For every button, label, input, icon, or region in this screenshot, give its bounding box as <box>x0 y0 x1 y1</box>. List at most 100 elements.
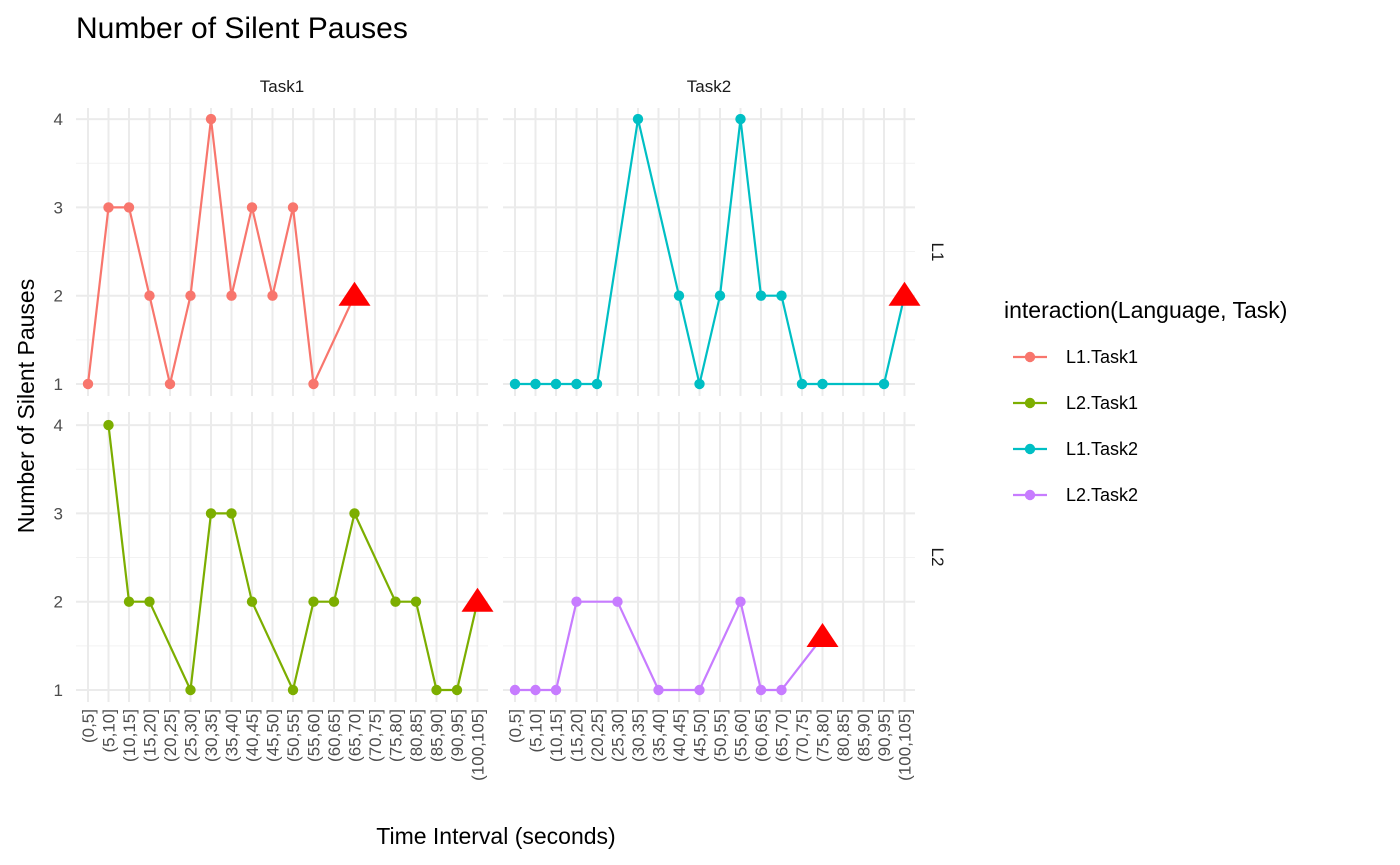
data-point <box>550 378 562 390</box>
x-tick-label: (55,60] <box>305 709 324 762</box>
x-tick-label: (90,95] <box>875 709 894 762</box>
data-point <box>571 596 582 607</box>
data-point <box>287 684 299 696</box>
legend-entry-L2.Task1: L2.Task1 <box>1013 393 1138 413</box>
data-point <box>509 684 521 696</box>
data-point <box>451 684 463 696</box>
x-tick-label: (20,25] <box>588 709 607 762</box>
data-point <box>226 508 237 519</box>
data-point <box>878 378 890 390</box>
facet-strip-L1: L1 <box>928 243 947 262</box>
x-tick-label: (65,70] <box>346 709 365 762</box>
legend-key-point <box>1024 443 1036 455</box>
data-point <box>349 508 360 519</box>
series-L2.Task1 <box>103 419 494 696</box>
facet-strip-Task1: Task1 <box>260 77 304 96</box>
data-point <box>735 113 746 125</box>
x-tick-label: (45,50] <box>264 709 283 762</box>
legend-title: interaction(Language, Task) <box>1004 297 1287 323</box>
data-point <box>431 684 442 696</box>
x-tick-label: (50,55] <box>284 709 303 762</box>
x-tick-label: (100,105] <box>469 709 488 781</box>
data-point <box>632 113 644 125</box>
y-tick-label: 1 <box>54 681 63 700</box>
data-point <box>591 378 603 390</box>
data-point <box>287 202 299 213</box>
y-tick-label: 1 <box>54 375 63 394</box>
data-point <box>530 378 541 390</box>
panel-L1-Task2 <box>503 108 915 396</box>
series-line <box>515 118 906 386</box>
series-L2.Task2 <box>509 596 839 696</box>
data-point <box>185 684 196 696</box>
data-point <box>776 684 787 696</box>
x-tick-label: (80,85] <box>834 709 853 762</box>
data-point <box>82 378 94 390</box>
x-tick-label: (75,80] <box>814 709 833 762</box>
x-axis-title: Time Interval (seconds) <box>376 823 615 849</box>
data-point <box>653 684 664 696</box>
data-point <box>694 378 705 390</box>
x-tick-label: (10,15] <box>120 709 139 762</box>
x-tick-label: (25,30] <box>609 709 628 762</box>
data-point <box>328 596 340 607</box>
x-tick-label: (35,40] <box>650 709 669 762</box>
x-tick-label: (90,95] <box>448 709 467 762</box>
x-tick-label: (45,50] <box>691 709 710 762</box>
legend-label: L2.Task1 <box>1066 393 1138 413</box>
legend-key-point <box>1024 351 1036 363</box>
y-tick-label: 3 <box>54 504 63 523</box>
data-point <box>673 290 685 301</box>
legend-label: L1.Task2 <box>1066 439 1138 459</box>
highlight-triangle-marker <box>461 587 494 612</box>
data-point <box>123 596 135 607</box>
data-point <box>694 684 705 696</box>
x-tick-label: (60,65] <box>752 709 771 762</box>
data-point <box>164 378 176 390</box>
data-point <box>796 378 808 390</box>
panel-L2-Task2: (0,5] (5,10] (10,15] (15,20] (20,25] (25,30](… <box>503 412 915 781</box>
x-tick-label: (15,20] <box>141 709 160 762</box>
x-tick-label: (15,20] <box>568 709 587 762</box>
highlight-triangle-marker <box>338 281 371 306</box>
data-point <box>308 378 319 390</box>
data-point <box>714 290 726 301</box>
series-L1.Task1 <box>82 113 371 390</box>
data-point <box>612 596 623 607</box>
legend-entry-L1.Task2: L1.Task2 <box>1013 439 1138 459</box>
legend-entry-L2.Task2: L2.Task2 <box>1013 485 1138 505</box>
y-tick-label: 2 <box>54 287 63 306</box>
panel-L1-Task1: 1 2 3 4 <box>54 108 488 396</box>
data-point <box>267 290 278 301</box>
data-point <box>755 684 767 696</box>
x-tick-label: (85,90] <box>855 709 874 762</box>
y-tick-label: 2 <box>54 593 63 612</box>
x-tick-label: (10,15] <box>547 709 566 762</box>
data-point <box>144 596 155 607</box>
x-tick-label: (85,90] <box>428 709 447 762</box>
data-point <box>390 596 401 607</box>
highlight-triangle-marker <box>806 623 839 648</box>
legend-key-point <box>1024 489 1036 501</box>
data-point <box>103 419 114 431</box>
legend-label: L2.Task2 <box>1066 485 1138 505</box>
data-point <box>735 596 746 607</box>
x-tick-label: (25,30] <box>182 709 201 762</box>
x-tick-label: (55,60] <box>732 709 751 762</box>
series-L1.Task2 <box>509 113 921 390</box>
x-tick-label: (20,25] <box>161 709 180 762</box>
data-point <box>530 684 541 696</box>
x-tick-label: (50,55] <box>711 709 730 762</box>
data-point <box>509 378 521 390</box>
legend-entry-L1.Task1: L1.Task1 <box>1013 347 1138 367</box>
data-point <box>776 290 787 301</box>
x-tick-label: (40,45] <box>243 709 262 762</box>
facet-strip-Task2: Task2 <box>687 77 731 96</box>
data-point <box>226 290 237 301</box>
legend: interaction(Language, Task) L1.Task1 L2.T… <box>1004 297 1287 505</box>
data-point <box>571 378 582 390</box>
x-tick-label: (100,105] <box>896 709 915 781</box>
x-tick-label: (5,10] <box>527 709 546 752</box>
x-tick-label: (75,80] <box>387 709 406 762</box>
